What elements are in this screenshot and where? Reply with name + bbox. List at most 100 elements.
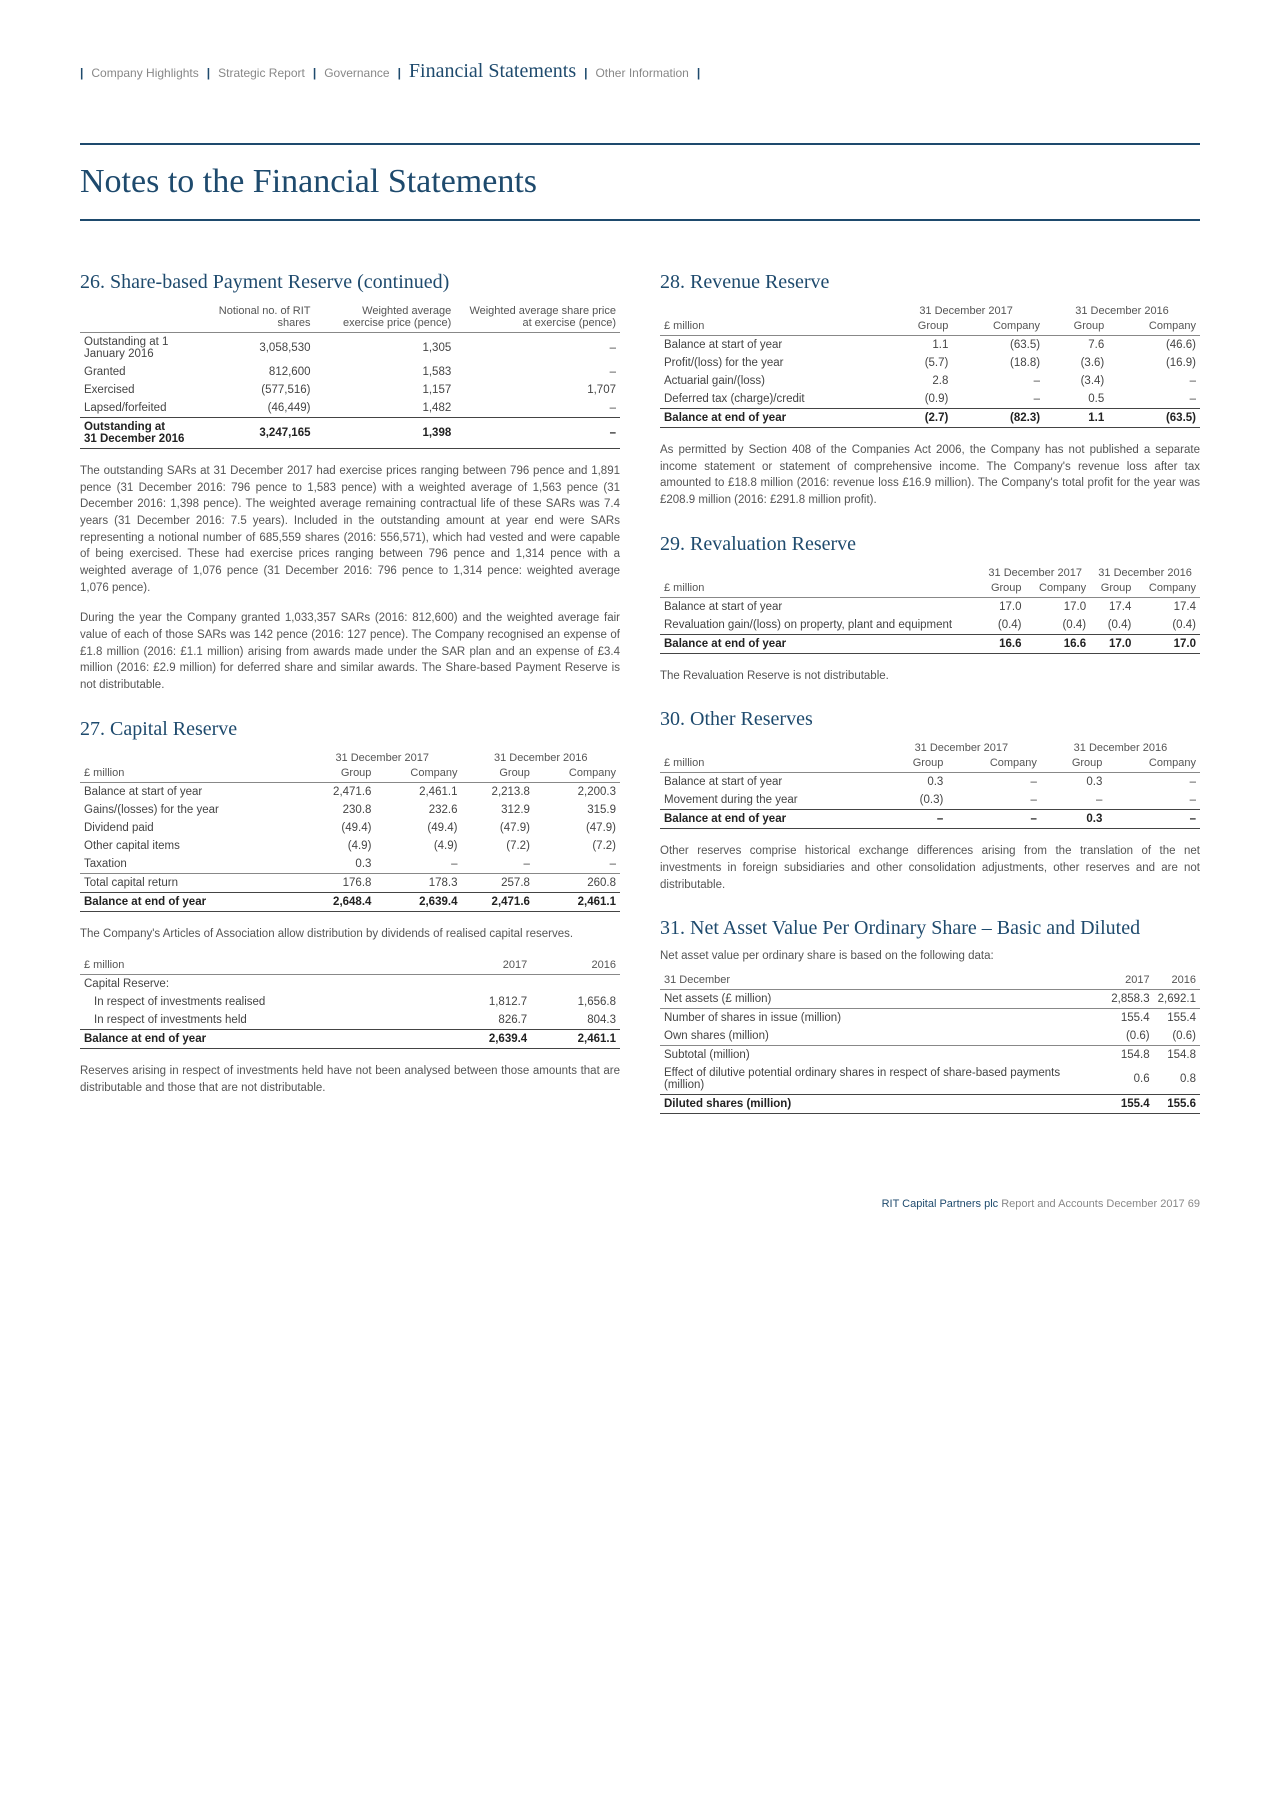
th: Group bbox=[888, 317, 952, 336]
separator-icon: | bbox=[697, 66, 700, 80]
th: 2016 bbox=[531, 956, 620, 975]
th: £ million bbox=[660, 754, 882, 773]
table-cell: Balance at end of year bbox=[660, 409, 888, 428]
table-cell: 2,858.3 bbox=[1107, 990, 1153, 1009]
table-cell: (0.4) bbox=[1026, 616, 1091, 635]
table-cell: – bbox=[1108, 372, 1200, 390]
table-cell: Profit/(loss) for the year bbox=[660, 354, 888, 372]
th bbox=[80, 749, 303, 764]
table-cell: (7.2) bbox=[534, 837, 620, 855]
table-cell: 826.7 bbox=[442, 1011, 531, 1030]
table-cell: – bbox=[947, 810, 1041, 829]
th: 31 December 2016 bbox=[1044, 302, 1200, 317]
table-cell: – bbox=[455, 333, 620, 364]
table-cell: (18.8) bbox=[952, 354, 1044, 372]
crumb-other[interactable]: Other Information bbox=[595, 66, 688, 80]
table-cell: – bbox=[952, 372, 1044, 390]
table-row: Other capital items(4.9)(4.9)(7.2)(7.2) bbox=[80, 837, 620, 855]
table-cell: 230.8 bbox=[303, 801, 375, 819]
th: 2016 bbox=[1154, 971, 1200, 990]
table-cell: (2.7) bbox=[888, 409, 952, 428]
table-cell: – bbox=[1041, 791, 1107, 810]
th: 2017 bbox=[442, 956, 531, 975]
table-cell: Net assets (£ million) bbox=[660, 990, 1107, 1009]
crumb-highlights[interactable]: Company Highlights bbox=[91, 66, 198, 80]
table-cell: 2,461.1 bbox=[534, 892, 620, 911]
separator-icon: | bbox=[207, 66, 210, 80]
crumb-strategic[interactable]: Strategic Report bbox=[218, 66, 305, 80]
section-27: 27. Capital Reserve 31 December 2017 31 … bbox=[80, 718, 620, 1097]
table-cell: Actuarial gain/(loss) bbox=[660, 372, 888, 390]
separator-icon: | bbox=[398, 66, 401, 80]
table-cell: – bbox=[1106, 810, 1200, 829]
table-cell: 7.6 bbox=[1044, 336, 1108, 355]
table-row: Total capital return176.8178.3257.8260.8 bbox=[80, 873, 620, 892]
th: Company bbox=[1108, 317, 1200, 336]
table-cell: 312.9 bbox=[461, 801, 533, 819]
table-cell: 16.6 bbox=[1026, 634, 1091, 653]
th: £ million bbox=[660, 317, 888, 336]
crumb-governance[interactable]: Governance bbox=[324, 66, 389, 80]
th: Group bbox=[1041, 754, 1107, 773]
section-26: 26. Share-based Payment Reserve (continu… bbox=[80, 271, 620, 694]
breadcrumb: | Company Highlights | Strategic Report … bbox=[80, 60, 1200, 83]
section-26-title: 26. Share-based Payment Reserve (continu… bbox=[80, 271, 620, 294]
table-cell: 154.8 bbox=[1107, 1046, 1153, 1065]
page-footer: RIT Capital Partners plc Report and Acco… bbox=[80, 1198, 1200, 1210]
section-30-title: 30. Other Reserves bbox=[660, 708, 1200, 731]
table-row: Balance at end of year––0.3– bbox=[660, 810, 1200, 829]
table-cell: In respect of investments held bbox=[80, 1011, 442, 1030]
table-cell: Taxation bbox=[80, 855, 303, 874]
table-cell: Movement during the year bbox=[660, 791, 882, 810]
table-cell: (7.2) bbox=[461, 837, 533, 855]
table-cell: (63.5) bbox=[952, 336, 1044, 355]
table-cell: (47.9) bbox=[534, 819, 620, 837]
table-cell: (46,449) bbox=[212, 399, 314, 418]
table-cell: 812,600 bbox=[212, 363, 314, 381]
table-cell: 0.3 bbox=[882, 773, 948, 792]
th: Group bbox=[1044, 317, 1108, 336]
table-row: Capital Reserve: bbox=[80, 975, 620, 994]
table-cell: 0.3 bbox=[303, 855, 375, 874]
table-cell: 17.4 bbox=[1090, 597, 1135, 616]
footer-label: Report and Accounts December 2017 bbox=[1001, 1198, 1184, 1210]
table-row: Taxation0.3––– bbox=[80, 855, 620, 874]
th bbox=[660, 564, 980, 579]
table-cell: Balance at start of year bbox=[660, 773, 882, 792]
section-31-title: 31. Net Asset Value Per Ordinary Share –… bbox=[660, 917, 1200, 940]
table-cell: (4.9) bbox=[303, 837, 375, 855]
table-row: Balance at start of year17.017.017.417.4 bbox=[660, 597, 1200, 616]
separator-icon: | bbox=[313, 66, 316, 80]
table-cell: (0.4) bbox=[1135, 616, 1200, 635]
section-30: 30. Other Reserves 31 December 2017 31 D… bbox=[660, 708, 1200, 893]
table-cell: – bbox=[1106, 791, 1200, 810]
table-cell: 17.0 bbox=[980, 597, 1025, 616]
table-cell: Balance at end of year bbox=[660, 810, 882, 829]
table-cell: Revaluation gain/(loss) on property, pla… bbox=[660, 616, 980, 635]
table-cell: 0.3 bbox=[1041, 773, 1107, 792]
table-cell: 2,461.1 bbox=[375, 782, 461, 801]
table-cell: 17.4 bbox=[1135, 597, 1200, 616]
table-cell: 0.3 bbox=[1041, 810, 1107, 829]
table-cell: (4.9) bbox=[375, 837, 461, 855]
table-cell: 2,213.8 bbox=[461, 782, 533, 801]
table-cell: 176.8 bbox=[303, 873, 375, 892]
th: 31 December 2017 bbox=[303, 749, 462, 764]
table-cell: Balance at end of year bbox=[660, 634, 980, 653]
footer-page: 69 bbox=[1188, 1198, 1200, 1210]
table-row: Outstanding at 1 January 20163,058,5301,… bbox=[80, 333, 620, 364]
th: 31 December bbox=[660, 971, 1107, 990]
th: Weighted average share price at exercise… bbox=[455, 302, 620, 333]
table-29-revaluation: 31 December 2017 31 December 2016 £ mill… bbox=[660, 564, 1200, 654]
table-cell: Other capital items bbox=[80, 837, 303, 855]
th: 31 December 2016 bbox=[1090, 564, 1200, 579]
th bbox=[660, 739, 882, 754]
table-cell: 17.0 bbox=[1026, 597, 1091, 616]
table-cell: 1,812.7 bbox=[442, 993, 531, 1011]
table-cell: Total capital return bbox=[80, 873, 303, 892]
table-cell: Lapsed/forfeited bbox=[80, 399, 212, 418]
table-cell: 16.6 bbox=[980, 634, 1025, 653]
table-cell: – bbox=[1108, 390, 1200, 409]
crumb-financial[interactable]: Financial Statements bbox=[409, 60, 576, 83]
s28-para1: As permitted by Section 408 of the Compa… bbox=[660, 442, 1200, 509]
